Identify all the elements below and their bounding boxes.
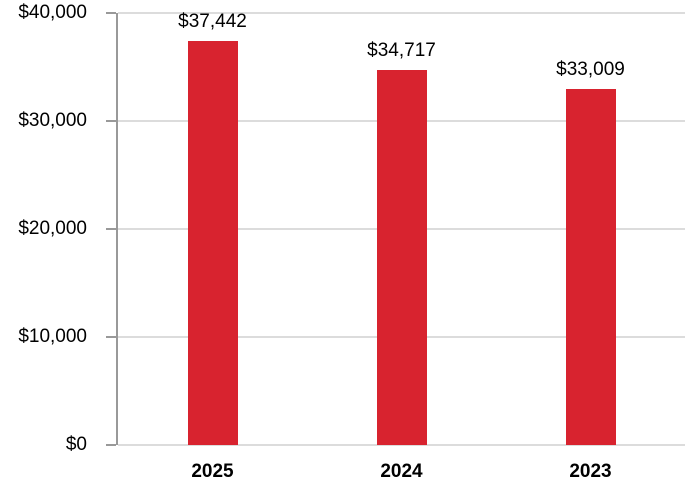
bar-2023 [565, 88, 616, 445]
x-tick-label: 2025 [191, 461, 234, 482]
y-tick-label: $20,000 [18, 218, 87, 239]
gridline [118, 444, 685, 446]
plot-area [106, 12, 685, 446]
bar-value-label: $37,442 [178, 10, 247, 32]
y-axis-tick [106, 12, 116, 14]
y-tick-label: $10,000 [18, 326, 87, 347]
gridline [118, 12, 685, 14]
bar-2024 [376, 70, 427, 445]
y-axis-tick [106, 228, 116, 230]
y-axis-tick [106, 336, 116, 338]
y-tick-label: $0 [65, 434, 87, 455]
bar-value-label: $34,717 [367, 40, 436, 62]
y-tick-label: $40,000 [18, 2, 87, 23]
bar-value-label: $33,009 [556, 58, 625, 80]
y-axis-tick [106, 444, 116, 446]
x-tick-label: 2024 [380, 461, 423, 482]
y-axis-tick [106, 120, 116, 122]
x-tick-label: 2023 [569, 461, 612, 482]
y-tick-label: $30,000 [18, 110, 87, 131]
bar-2025 [187, 40, 238, 445]
